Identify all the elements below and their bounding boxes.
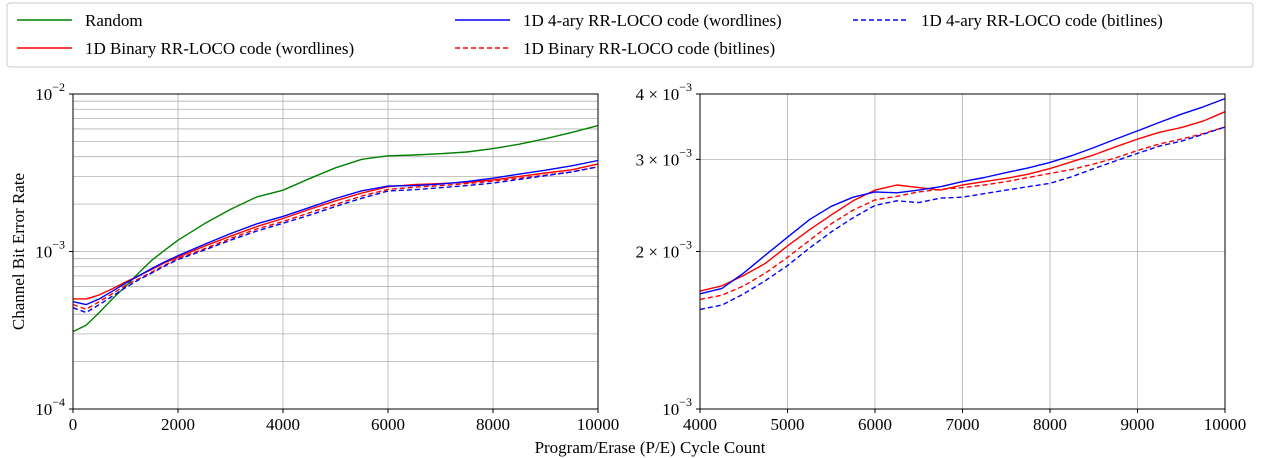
right-x-tick-label-7: 10000 bbox=[1204, 415, 1247, 434]
right-series-2-line bbox=[699, 97, 1226, 295]
legend: Random 1D Binary RR-LOCO code (wordlines)… bbox=[6, 2, 1254, 68]
right-series-4-line bbox=[699, 126, 1226, 311]
left-x-tick-label-6: 10000 bbox=[577, 415, 620, 434]
legend-box bbox=[6, 2, 1254, 68]
right-plot-frame bbox=[699, 93, 1226, 410]
shared-x-axis-label: Program/Erase (P/E) Cycle Count bbox=[535, 438, 766, 457]
legend-label-1: Random bbox=[85, 11, 143, 30]
left-y-tick-label-3: 10−2 bbox=[35, 80, 65, 104]
left-y-tick-label-2: 10−3 bbox=[35, 238, 65, 262]
left-x-tick-label-1: 0 bbox=[69, 415, 78, 434]
right-y-tick-label-1: 10−3 bbox=[662, 395, 692, 419]
legend-label-2: 1D Binary RR-LOCO code (wordlines) bbox=[85, 39, 354, 58]
right-x-tick-label-6: 9000 bbox=[1121, 415, 1155, 434]
left-x-tick-label-2: 2000 bbox=[161, 415, 195, 434]
right-y-tick-label-2: 2 × 10−3 bbox=[636, 238, 692, 262]
right-x-tick-label-5: 8000 bbox=[1033, 415, 1067, 434]
left-x-tick-label-5: 8000 bbox=[476, 415, 510, 434]
right-series-3-line bbox=[699, 126, 1226, 301]
left-y-tick-label-1: 10−4 bbox=[35, 395, 65, 419]
left-series-2-line bbox=[73, 163, 599, 300]
right-x-tick-label-4: 7000 bbox=[946, 415, 980, 434]
left-chart: 0 2000 4000 6000 8000 10000 10−4 10−3 10−2 Channe… bbox=[9, 80, 619, 434]
right-series-1-line bbox=[699, 111, 1226, 292]
legend-label-5: 1D 4-ary RR-LOCO code (bitlines) bbox=[921, 11, 1163, 30]
left-x-tick-label-4: 6000 bbox=[371, 415, 405, 434]
right-x-tick-label-1: 4000 bbox=[683, 415, 717, 434]
right-x-tick-label-3: 6000 bbox=[858, 415, 892, 434]
left-x-tick-label-3: 4000 bbox=[266, 415, 300, 434]
left-series-5-line bbox=[72, 166, 599, 314]
left-series-1-line bbox=[72, 124, 599, 333]
left-series-3-line bbox=[72, 159, 599, 306]
legend-label-4: 1D Binary RR-LOCO code (bitlines) bbox=[523, 39, 775, 58]
left-plot-frame bbox=[72, 93, 599, 410]
right-x-tick-label-2: 5000 bbox=[771, 415, 805, 434]
left-y-axis-label: Channel Bit Error Rate bbox=[9, 173, 28, 330]
legend-label-3: 1D 4-ary RR-LOCO code (wordlines) bbox=[523, 11, 782, 30]
right-chart: 4000 5000 6000 7000 8000 9000 10000 10−3 2 × 10−… bbox=[636, 80, 1247, 434]
right-y-tick-label-4: 4 × 10−3 bbox=[636, 80, 692, 104]
right-y-tick-label-3: 3 × 10−3 bbox=[636, 145, 692, 169]
left-series-4-line bbox=[72, 166, 599, 310]
